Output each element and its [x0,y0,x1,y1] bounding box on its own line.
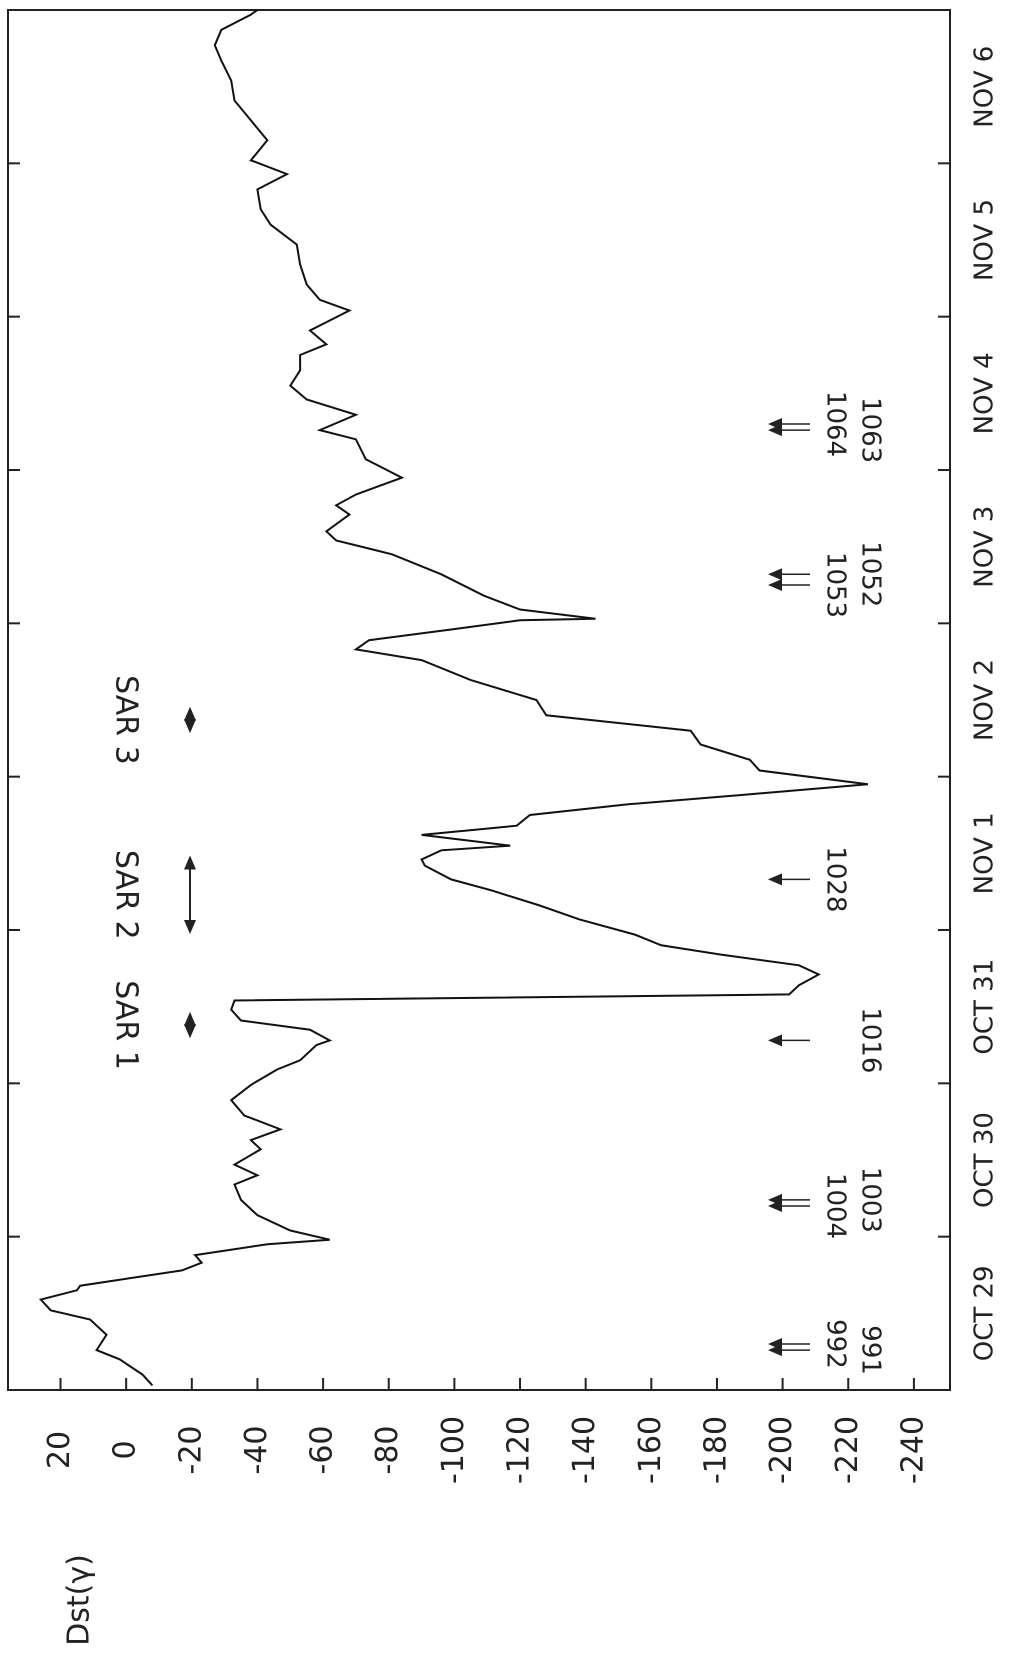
x-tick-label: OCT 29 [970,1265,1000,1361]
period-arrowhead [184,1011,196,1026]
y-tick-label: -40 [239,1426,274,1475]
dst-line [38,9,869,1387]
x-tick-label: NOV 3 [970,506,1000,588]
period-arrowhead [184,920,196,934]
plot-frame [7,9,951,1391]
x-tick-label: OCT 31 [970,959,1000,1055]
orbit-arrowhead [768,873,782,886]
x-tick-label: NOV 4 [970,352,1000,434]
orbit-label: 1053 [821,552,851,618]
period-label: SAR 2 [109,850,144,940]
orbit-arrowhead [768,1338,782,1350]
y-tick-label: -200 [764,1416,799,1484]
orbit-label: 1016 [856,1007,886,1073]
x-tick-label: NOV 6 [970,46,1000,128]
orbit-label: 1063 [856,397,886,463]
period-arrowhead [184,855,196,870]
orbit-label: 1052 [856,541,886,607]
y-tick-label: 0 [108,1440,143,1459]
period-arrowhead [184,719,196,734]
orbit-label: 1003 [856,1167,886,1233]
period-label: SAR 1 [109,980,144,1070]
orbit-label: 991 [856,1325,886,1375]
period-arrowhead [184,1024,196,1039]
y-tick-label: -120 [502,1416,537,1484]
y-tick-label: -60 [305,1426,340,1475]
y-tick-label: -80 [370,1426,405,1475]
y-tick-label: -100 [436,1416,471,1484]
orbit-arrowhead [768,1200,782,1212]
y-tick-label: -140 [567,1416,602,1484]
x-tick-label: OCT 30 [970,1112,1000,1208]
orbit-label: 1004 [821,1173,851,1239]
y-tick-label: 20 [42,1431,77,1469]
period-label: SAR 3 [109,675,144,765]
y-tick-label: -220 [830,1416,865,1484]
orbit-arrowhead [768,418,782,430]
orbit-label: 992 [821,1319,851,1369]
period-arrowhead [184,706,196,721]
y-tick-label: -240 [895,1416,930,1484]
x-tick-label: NOV 5 [970,199,1000,281]
orbit-arrowhead [768,1034,782,1047]
orbit-arrowhead [768,568,782,581]
orbit-label: 1064 [821,391,851,457]
x-tick-label: NOV 2 [970,659,1000,741]
y-tick-label: -20 [173,1426,208,1475]
orbit-arrowhead [768,579,782,591]
y-tick-label: -160 [633,1416,668,1484]
x-tick-label: NOV 1 [970,812,1000,894]
orbit-label: 1028 [821,846,851,912]
y-axis-title: Dst(γ) [62,1554,97,1646]
y-tick-label: -180 [698,1416,733,1484]
